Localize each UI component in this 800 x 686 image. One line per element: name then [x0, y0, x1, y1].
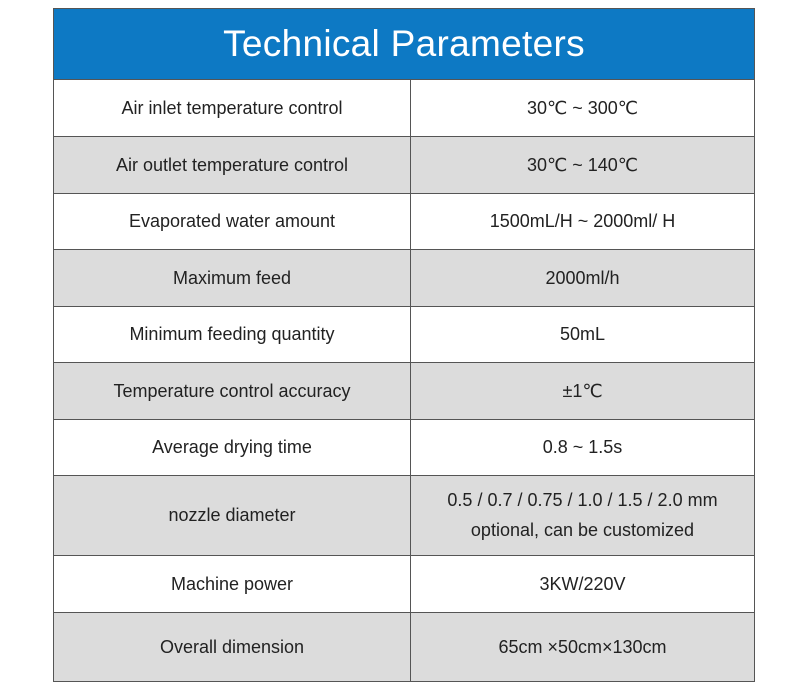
param-label: Overall dimension: [54, 611, 411, 681]
param-value: 1500mL/H ~ 2000ml/ H: [410, 192, 754, 249]
param-value-multiline: 0.5 / 0.7 / 0.75 / 1.0 / 1.5 / 2.0 mm op…: [410, 474, 754, 555]
param-label: Maximum feed: [54, 248, 411, 306]
param-label: Average drying time: [54, 418, 411, 475]
param-value-line-1: 0.5 / 0.7 / 0.75 / 1.0 / 1.5 / 2.0 mm: [447, 490, 718, 510]
param-label: Air outlet temperature control: [54, 135, 411, 193]
table-row: Minimum feeding quantity 50mL: [54, 305, 754, 362]
technical-parameters-table: Technical Parameters Air inlet temperatu…: [53, 8, 755, 682]
table-row: Evaporated water amount 1500mL/H ~ 2000m…: [54, 192, 754, 249]
table-title: Technical Parameters: [54, 9, 754, 80]
param-value: 30℃ ~ 300℃: [410, 80, 754, 136]
table-row: Machine power 3KW/220V: [54, 554, 754, 612]
table-row: Air inlet temperature control 30℃ ~ 300℃: [54, 80, 754, 136]
table-row: Average drying time 0.8 ~ 1.5s: [54, 418, 754, 475]
param-value: 2000ml/h: [410, 248, 754, 306]
param-label: nozzle diameter: [54, 474, 411, 555]
table-row: nozzle diameter 0.5 / 0.7 / 0.75 / 1.0 /…: [54, 474, 754, 555]
table-row: Temperature control accuracy ±1℃: [54, 361, 754, 419]
param-value: 30℃ ~ 140℃: [410, 135, 754, 193]
table-row: Maximum feed 2000ml/h: [54, 248, 754, 306]
param-value: 50mL: [410, 305, 754, 362]
param-label: Minimum feeding quantity: [54, 305, 411, 362]
table-row: Air outlet temperature control 30℃ ~ 140…: [54, 135, 754, 193]
param-label: Evaporated water amount: [54, 192, 411, 249]
parameters-grid: Air inlet temperature control 30℃ ~ 300℃…: [54, 80, 754, 681]
param-value: 65cm ×50cm×130cm: [410, 611, 754, 681]
param-value: 3KW/220V: [410, 554, 754, 612]
param-value: 0.8 ~ 1.5s: [410, 418, 754, 475]
param-value: ±1℃: [410, 361, 754, 419]
table-row: Overall dimension 65cm ×50cm×130cm: [54, 611, 754, 681]
param-label: Temperature control accuracy: [54, 361, 411, 419]
param-label: Machine power: [54, 554, 411, 612]
param-label: Air inlet temperature control: [54, 80, 411, 136]
param-value-line-2: optional, can be customized: [470, 520, 695, 540]
